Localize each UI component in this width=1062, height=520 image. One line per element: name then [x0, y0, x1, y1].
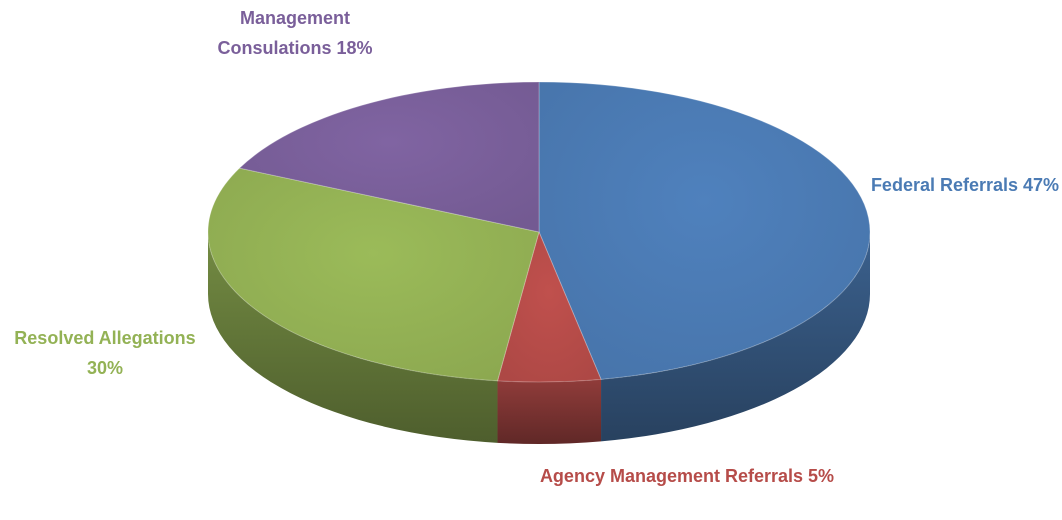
slice [238, 81, 540, 233]
slice-side [208, 232, 498, 443]
data-label: Agency Management Referrals 5% [497, 461, 877, 491]
data-label: Management Consulations 18% [210, 3, 380, 63]
category-label: Management Consulations [217, 8, 351, 58]
slice-side [497, 379, 602, 444]
data-label: Resolved Allegations 30% [10, 323, 200, 383]
category-label: Resolved Allegations [14, 328, 196, 348]
data-label: Federal Referrals 47% [850, 170, 1062, 200]
value-label: 5% [808, 466, 835, 486]
category-label: Federal Referrals [870, 175, 1019, 195]
slice [538, 81, 871, 380]
value-label: 47% [1023, 175, 1060, 195]
slice [496, 230, 602, 383]
value-label: 30% [86, 358, 124, 378]
slice [207, 167, 540, 382]
category-label: Agency Management Referrals [539, 466, 804, 486]
slice-side [601, 232, 870, 442]
value-label: 18% [336, 38, 373, 58]
